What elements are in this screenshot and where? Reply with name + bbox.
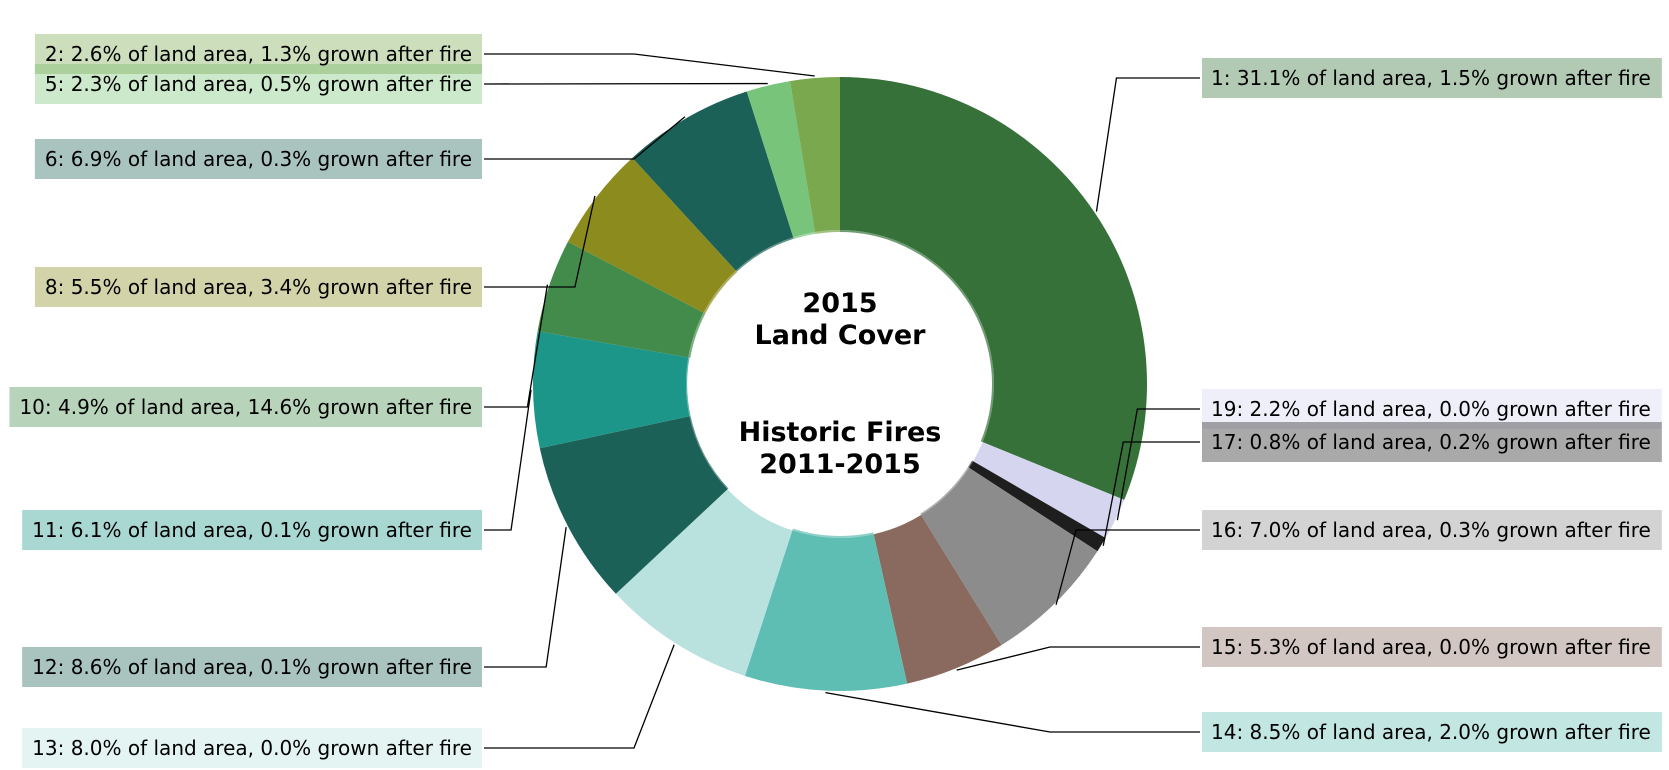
slice-label-17: 17: 0.8% of land area, 0.2% grown after … [1211, 430, 1651, 454]
slice-label-11: 11: 6.1% of land area, 0.1% grown after … [32, 518, 472, 542]
leader-line-2 [484, 53, 815, 77]
land-cover-slice-8 [567, 157, 736, 313]
slice-label-box-11 [22, 510, 482, 550]
slice-label-box-15 [1202, 627, 1662, 667]
center-title-line-1: 2015 [802, 288, 877, 319]
slice-label-8: 8: 5.5% of land area, 3.4% grown after f… [45, 275, 472, 299]
center-title: 2015 Land Cover Historic Fires 2011-2015 [739, 288, 942, 480]
leader-line-11 [484, 389, 532, 531]
land-cover-slice-16 [921, 467, 1098, 646]
slice-label-16: 16: 7.0% of land area, 0.3% grown after … [1211, 518, 1651, 542]
leader-line-13 [484, 644, 675, 749]
land-cover-slice-5 [746, 81, 815, 238]
slice-label-2: 2: 2.6% of land area, 1.3% grown after f… [45, 42, 472, 66]
land-cover-slice-12 [539, 416, 728, 594]
donut-hole [688, 232, 992, 536]
leader-line-1 [1095, 77, 1200, 212]
fire-slice-5 [793, 232, 816, 240]
slice-label-box-2 [34, 34, 482, 74]
slice-label-6: 6: 6.9% of land area, 0.3% grown after f… [45, 147, 472, 171]
fire-slice-1 [840, 230, 994, 443]
leader-line-8 [484, 195, 596, 288]
slice-label-14: 14: 8.5% of land area, 2.0% grown after … [1211, 720, 1651, 744]
leader-lines [483, 53, 1200, 749]
slice-label-box-5 [34, 64, 482, 104]
slice-label-5: 5: 2.3% of land area, 0.5% grown after f… [45, 72, 472, 96]
land-cover-slice-2 [789, 77, 840, 233]
land-cover-slice-13 [615, 489, 793, 676]
slice-label-box-14 [1202, 712, 1662, 752]
slice-label-15: 15: 5.3% of land area, 0.0% grown after … [1211, 635, 1651, 659]
slice-label-13: 13: 8.0% of land area, 0.0% grown after … [32, 736, 472, 760]
leader-line-10 [484, 284, 549, 408]
fire-slice-11 [686, 357, 691, 417]
slice-label-1: 1: 31.1% of land area, 1.5% grown after … [1211, 66, 1651, 90]
center-subtitle-line-2: 2011-2015 [759, 449, 921, 480]
slice-label-10: 10: 4.9% of land area, 14.6% grown after… [19, 395, 472, 419]
slice-label-box-8 [34, 267, 482, 307]
leader-line-15 [956, 646, 1200, 671]
land-cover-slice-15 [873, 514, 1002, 684]
slice-label-12: 12: 8.6% of land area, 0.1% grown after … [32, 655, 472, 679]
leader-line-12 [484, 527, 567, 668]
slice-label-box-19 [1202, 389, 1662, 429]
leader-line-16 [1055, 529, 1200, 606]
center-title-line-2: Land Cover [755, 320, 927, 351]
outer-land-cover-ring [533, 77, 1147, 691]
land-cover-slice-6 [632, 91, 794, 271]
land-cover-slice-17 [969, 461, 1106, 552]
leader-line-19 [1116, 408, 1200, 521]
slice-label-box-12 [22, 647, 482, 687]
fire-slice-17 [968, 460, 974, 468]
land-cover-slice-11 [533, 331, 690, 449]
land-cover-slice-19 [973, 442, 1125, 539]
slice-label-box-6 [34, 139, 482, 179]
slice-label-box-1 [1202, 58, 1662, 98]
slice-label-box-10 [9, 387, 482, 427]
leader-line-6 [484, 116, 686, 160]
land-cover-slice-14 [744, 530, 908, 691]
leader-line-17 [1102, 441, 1200, 546]
slice-labels: 1: 31.1% of land area, 1.5% grown after … [9, 34, 1662, 768]
slice-label-box-13 [22, 728, 482, 768]
land-cover-slice-1 [840, 77, 1147, 500]
leader-line-14 [825, 692, 1200, 733]
slice-label-19: 19: 2.2% of land area, 0.0% grown after … [1211, 397, 1651, 421]
slice-label-box-17 [1202, 422, 1662, 462]
center-subtitle-line-1: Historic Fires [739, 417, 942, 448]
slice-label-box-16 [1202, 510, 1662, 550]
